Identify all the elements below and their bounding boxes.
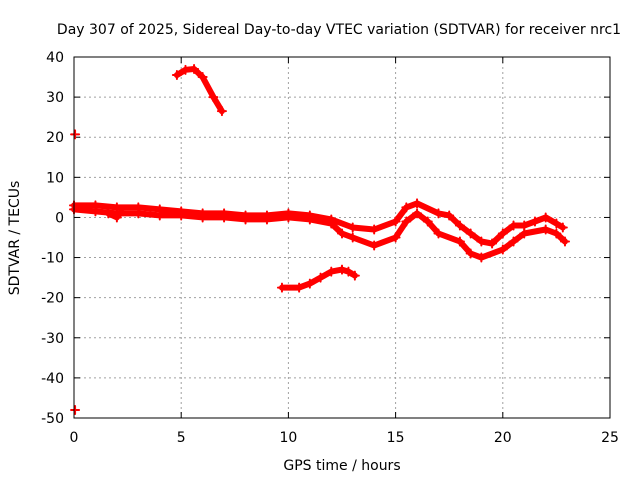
data-point	[401, 216, 412, 227]
data-point	[171, 70, 182, 81]
data-point	[369, 240, 380, 251]
data-point	[326, 266, 337, 277]
data-point	[70, 404, 81, 415]
data-point	[454, 236, 465, 247]
y-tick-label: 30	[46, 90, 64, 106]
data-point	[390, 216, 401, 227]
data-point	[476, 236, 487, 247]
y-tick-label: -10	[41, 251, 64, 267]
data-point	[337, 264, 347, 275]
y-tick-label: 40	[46, 50, 64, 66]
data-point	[369, 224, 380, 235]
data-point	[208, 92, 219, 103]
data-point	[176, 210, 187, 221]
data-point	[433, 208, 444, 219]
data-point	[219, 212, 230, 223]
y-tick-label: -40	[41, 371, 64, 387]
data-point	[551, 228, 562, 239]
data-point	[557, 222, 568, 233]
grid-lines	[74, 57, 610, 418]
data-point	[529, 216, 540, 227]
data-point	[180, 64, 191, 75]
data-point	[454, 220, 465, 231]
y-tick-label: 20	[46, 130, 64, 146]
data-point	[412, 198, 423, 209]
x-tick-label: 20	[494, 430, 512, 446]
y-tick-label: -20	[41, 291, 64, 307]
data-point	[347, 232, 358, 243]
data-point	[90, 206, 101, 217]
y-tick-label: -30	[41, 331, 64, 347]
data-point	[497, 228, 508, 239]
data-point	[508, 220, 519, 231]
data-point	[103, 208, 114, 219]
data-point	[133, 208, 144, 219]
data-point	[197, 72, 208, 83]
data-point	[216, 106, 227, 117]
data-point	[508, 236, 519, 247]
plot-frame	[73, 56, 611, 419]
data-point	[444, 210, 455, 221]
data-point	[111, 212, 122, 223]
data-point	[197, 212, 208, 223]
data-point	[276, 282, 287, 293]
y-tick-label: 10	[46, 170, 64, 186]
data-point	[497, 244, 508, 255]
data-point	[261, 214, 272, 225]
data-point	[315, 272, 326, 283]
data-point	[349, 270, 360, 281]
data-point	[519, 228, 530, 239]
data-point	[401, 202, 412, 213]
x-tick-label: 10	[279, 430, 297, 446]
data-point	[326, 218, 337, 229]
data-point	[304, 214, 315, 225]
data-point	[347, 222, 358, 233]
data-point	[154, 210, 165, 221]
data-point	[390, 232, 401, 243]
data-point	[294, 282, 305, 293]
data-point	[487, 238, 498, 249]
y-tick-label: -50	[41, 411, 64, 427]
data-point	[412, 208, 423, 219]
data-point	[551, 218, 562, 229]
chart-title: Day 307 of 2025, Sidereal Day-to-day VTE…	[57, 22, 621, 38]
data-point	[465, 248, 476, 259]
data-point	[304, 278, 315, 289]
data-point	[240, 214, 251, 225]
data-point	[343, 266, 354, 277]
x-tick-label: 0	[70, 430, 79, 446]
x-axis-label: GPS time / hours	[283, 458, 400, 474]
y-axis-label: SDTVAR / TECUs	[7, 181, 23, 296]
data-point	[116, 206, 127, 217]
data-point	[519, 220, 530, 231]
data-point	[540, 224, 551, 235]
x-tick-label: 25	[601, 430, 619, 446]
data-point	[476, 252, 487, 263]
data-point	[433, 228, 444, 239]
data-point	[540, 212, 551, 223]
data-point	[70, 129, 81, 140]
data-point	[465, 228, 476, 239]
data-point	[283, 212, 294, 223]
x-tick-label: 15	[387, 430, 405, 446]
data-point	[559, 236, 570, 247]
x-tick-label: 5	[177, 430, 186, 446]
y-tick-label: 0	[55, 210, 64, 226]
data-point	[422, 216, 433, 227]
data-point	[189, 64, 200, 75]
data-series	[69, 64, 570, 415]
data-point	[337, 228, 347, 239]
